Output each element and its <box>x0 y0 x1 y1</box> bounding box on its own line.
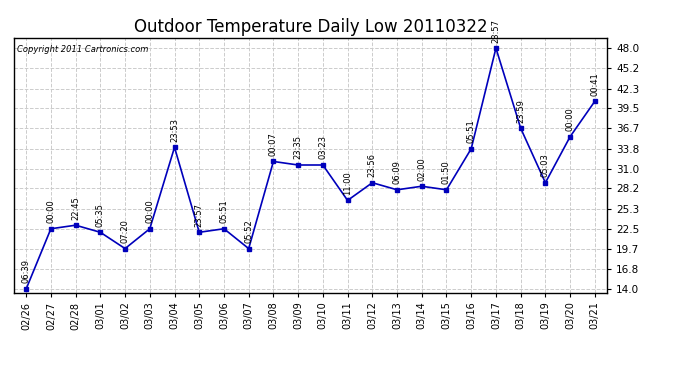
Text: 02:00: 02:00 <box>417 157 426 181</box>
Text: 05:52: 05:52 <box>244 219 253 243</box>
Text: 00:00: 00:00 <box>46 200 55 223</box>
Text: 00:00: 00:00 <box>566 107 575 131</box>
Text: 05:51: 05:51 <box>219 200 228 223</box>
Text: 23:57: 23:57 <box>195 203 204 227</box>
Text: 06:09: 06:09 <box>393 160 402 184</box>
Text: 00:07: 00:07 <box>269 132 278 156</box>
Text: 03:23: 03:23 <box>318 135 327 159</box>
Text: 07:20: 07:20 <box>121 219 130 243</box>
Text: 05:03: 05:03 <box>541 153 550 177</box>
Text: Copyright 2011 Cartronics.com: Copyright 2011 Cartronics.com <box>17 45 148 54</box>
Text: 00:00: 00:00 <box>146 200 155 223</box>
Text: 23:35: 23:35 <box>294 135 303 159</box>
Text: 11:00: 11:00 <box>343 171 352 195</box>
Text: 23:59: 23:59 <box>516 99 525 123</box>
Text: 05:35: 05:35 <box>96 203 105 227</box>
Text: 23:56: 23:56 <box>368 153 377 177</box>
Text: 23:53: 23:53 <box>170 118 179 142</box>
Title: Outdoor Temperature Daily Low 20110322: Outdoor Temperature Daily Low 20110322 <box>134 18 487 36</box>
Text: 01:50: 01:50 <box>442 160 451 184</box>
Text: 00:41: 00:41 <box>591 72 600 96</box>
Text: 06:39: 06:39 <box>21 260 30 284</box>
Text: 22:45: 22:45 <box>71 196 80 220</box>
Text: 05:51: 05:51 <box>466 119 475 143</box>
Text: 23:57: 23:57 <box>491 19 500 43</box>
